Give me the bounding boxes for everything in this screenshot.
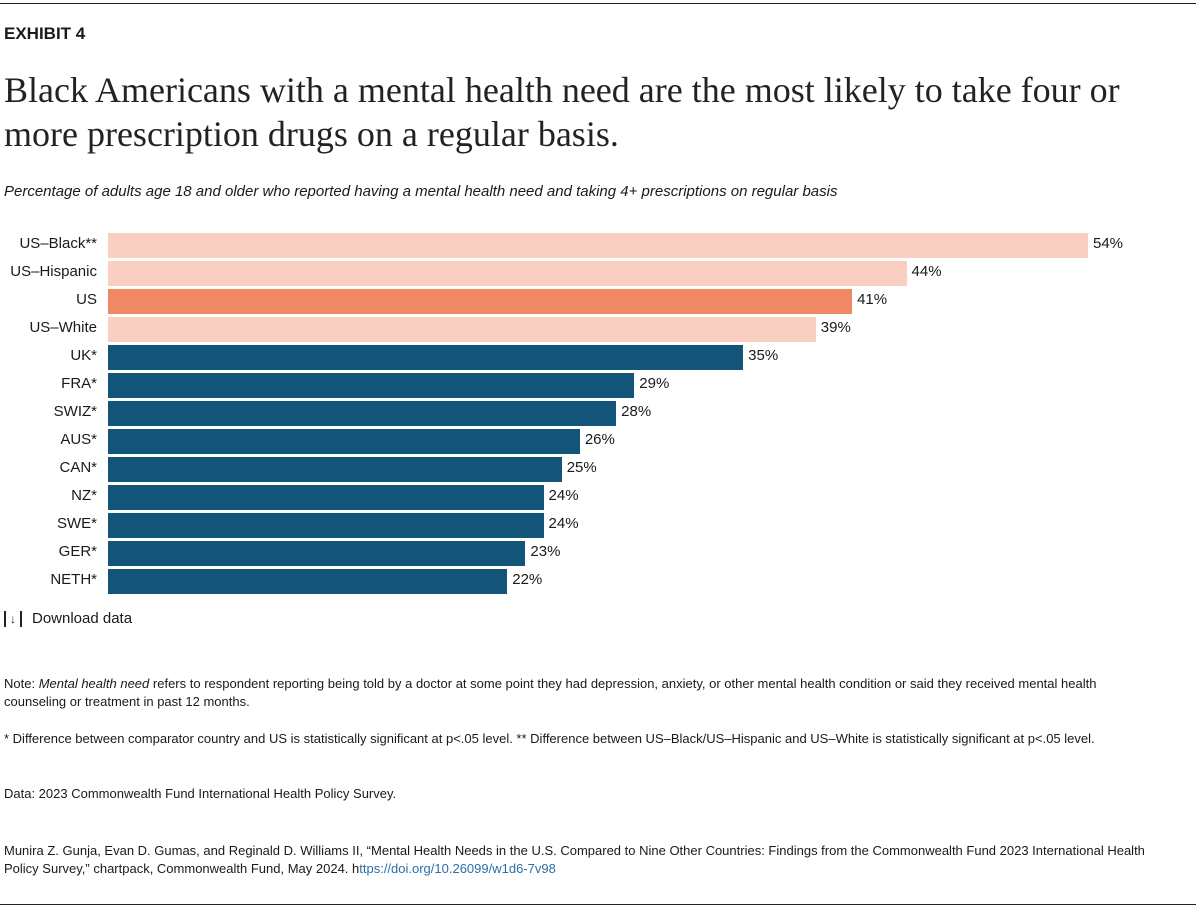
- bar: [108, 261, 907, 286]
- bottom-rule: [0, 904, 1196, 905]
- category-label: US: [76, 291, 97, 308]
- value-label: 39%: [820, 319, 851, 336]
- value-label: 24%: [548, 515, 579, 532]
- note-prefix: Note:: [4, 676, 39, 691]
- citation: Munira Z. Gunja, Evan D. Gumas, and Regi…: [4, 842, 1154, 878]
- category-label: US–White: [29, 319, 97, 336]
- download-data-button[interactable]: ↓ Download data: [4, 610, 132, 627]
- download-icon: ↓: [4, 610, 22, 627]
- value-label: 35%: [748, 347, 779, 364]
- bar: [108, 345, 744, 370]
- citation-text: Munira Z. Gunja, Evan D. Gumas, and Regi…: [4, 843, 1145, 876]
- bar: [108, 569, 508, 594]
- category-label: US–Black**: [19, 235, 97, 252]
- value-label: 23%: [530, 543, 561, 560]
- bar-chart: US–Black** 54% US–Hispanic 44% US 41% US–White…: [0, 225, 1180, 595]
- category-label: FRA*: [61, 375, 97, 392]
- category-label: SWIZ*: [53, 403, 97, 420]
- value-label: 26%: [584, 431, 615, 448]
- category-label: NETH*: [50, 571, 97, 588]
- value-label: 24%: [548, 487, 579, 504]
- bar: [108, 429, 580, 454]
- category-label: NZ*: [71, 487, 97, 504]
- top-rule: [0, 3, 1196, 4]
- chart-title: Black Americans with a mental health nee…: [4, 70, 1120, 154]
- category-label: CAN*: [59, 459, 97, 476]
- data-source: Data: 2023 Commonwealth Fund Internation…: [4, 786, 397, 801]
- bar: [108, 233, 1088, 258]
- bar: [108, 513, 544, 538]
- exhibit-label: EXHIBIT 4: [4, 24, 86, 43]
- bar: [108, 373, 635, 398]
- value-label: 41%: [857, 291, 888, 308]
- chart-subtitle: Percentage of adults age 18 and older wh…: [4, 183, 838, 200]
- bar: [108, 541, 526, 566]
- value-label: 54%: [1093, 235, 1124, 252]
- value-label: 25%: [566, 459, 597, 476]
- bar: [108, 289, 853, 314]
- value-label: 29%: [639, 375, 670, 392]
- category-label: UK*: [70, 347, 97, 364]
- bar: [108, 485, 544, 510]
- bar: [108, 317, 816, 342]
- value-label: 28%: [621, 403, 652, 420]
- download-label: Download data: [32, 610, 133, 627]
- bar: [108, 457, 562, 482]
- bar: [108, 401, 617, 426]
- note-term: Mental health need: [38, 676, 150, 691]
- note-text: refers to respondent reporting being tol…: [4, 676, 1097, 709]
- note: Note: Mental health need refers to respo…: [4, 675, 1154, 711]
- value-label: 22%: [512, 571, 543, 588]
- category-label: GER*: [58, 543, 97, 560]
- significance-note: * Difference between comparator country …: [4, 731, 1095, 746]
- category-label: US–Hispanic: [10, 263, 97, 280]
- value-label: 44%: [911, 263, 942, 280]
- category-label: AUS*: [60, 431, 97, 448]
- doi-link[interactable]: ttps://doi.org/10.26099/w1d6-7v98: [359, 861, 556, 876]
- category-label: SWE*: [56, 515, 97, 532]
